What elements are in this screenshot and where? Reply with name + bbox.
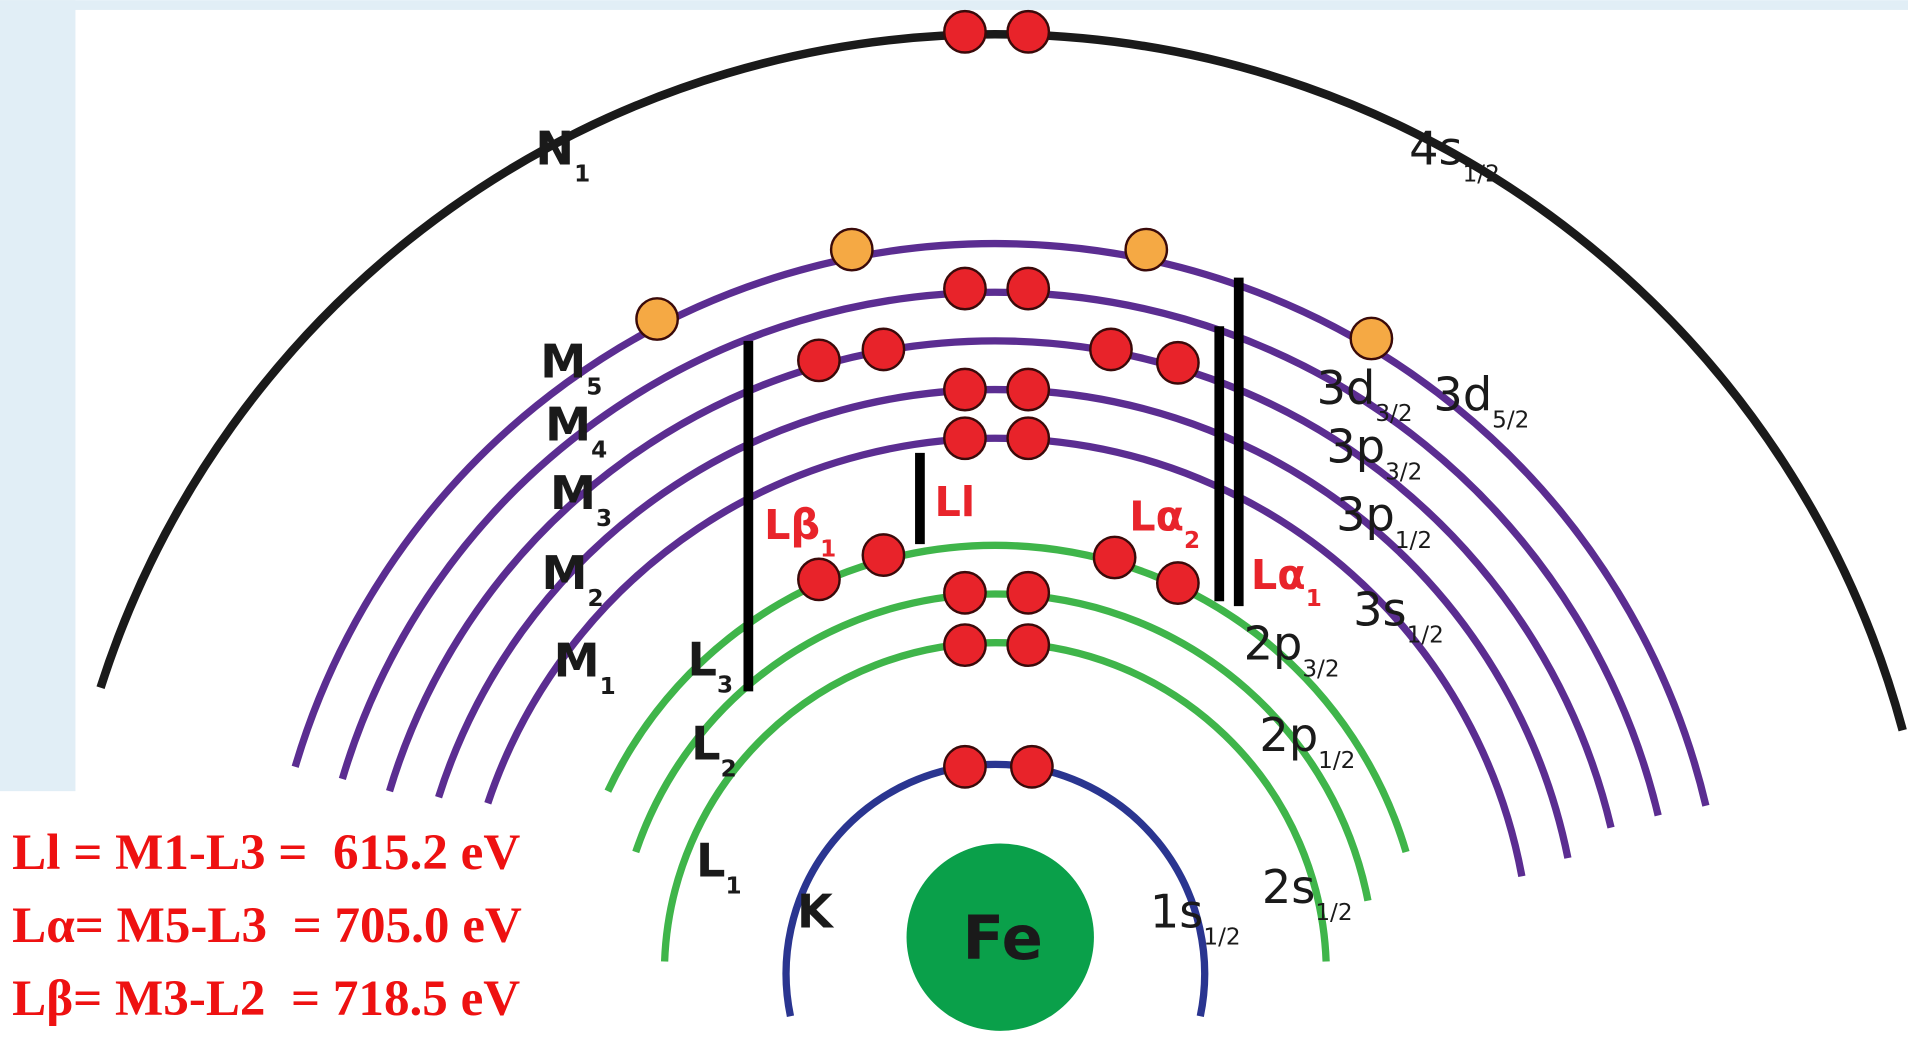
electron [944, 268, 985, 309]
equation: Ll = M1-L3 = 615.2 eV [12, 824, 520, 881]
shell-label-main: M [545, 398, 591, 452]
shell-label-sub: 3 [596, 506, 612, 532]
shell-label-sub: 1 [725, 873, 741, 899]
orbital-label-main: 4s [1409, 121, 1463, 175]
transition-label-sub: 1 [820, 536, 836, 562]
background-panel [0, 0, 75, 791]
electron [944, 624, 985, 665]
electron [863, 329, 904, 370]
electron-vacancy [831, 229, 872, 270]
shell-label-sub: 2 [721, 757, 737, 783]
electron [1008, 11, 1049, 52]
shell-label-main: M [540, 334, 586, 388]
orbital-label-sub: 5/2 [1492, 407, 1529, 433]
orbital-label-sub: 1/2 [1407, 623, 1444, 649]
transition-label-sub: 1 [1306, 586, 1322, 612]
electron-vacancy [1351, 318, 1392, 359]
transition-label: Lα1 [1251, 551, 1322, 612]
electron [1011, 746, 1052, 787]
electron [1008, 418, 1049, 459]
diagram: Fe N1M5M4M3M2M1L3L2L1K4s1/23d5/23d3/23p3… [0, 0, 1908, 1042]
orbital-label-main: 2p [1244, 617, 1303, 671]
orbital-label: 3d5/2 [1433, 367, 1529, 433]
shell-label: L2 [691, 717, 737, 783]
nucleus-label: Fe [963, 904, 1043, 974]
orbital-label: 4s1/2 [1409, 121, 1500, 187]
transition-label-sub: 2 [1184, 528, 1200, 554]
orbital-label: 2s1/2 [1262, 860, 1353, 926]
electron [798, 340, 839, 381]
shell-label: M2 [541, 546, 603, 612]
shell-label-main: L [688, 633, 717, 687]
electron-vacancy [1126, 229, 1167, 270]
transition-label-main: Lβ [764, 501, 820, 549]
orbital-label: 2p3/2 [1244, 617, 1340, 683]
orbital-label-main: 3s [1353, 583, 1407, 637]
transition-label-main: Lα [1129, 493, 1184, 541]
electron [1094, 537, 1135, 578]
shell-label-main: M [554, 634, 600, 688]
orbital-label-sub: 1/2 [1395, 528, 1432, 554]
electron [1157, 342, 1198, 383]
orbital-label-sub: 1/2 [1463, 162, 1500, 188]
orbital-label: 1s1/2 [1150, 884, 1241, 950]
shell-label-main: K [797, 884, 835, 938]
transition-label-main: Ll [935, 478, 976, 526]
shell-label-sub: 5 [586, 374, 602, 400]
electron [1008, 624, 1049, 665]
shell-label-main: M [550, 466, 596, 520]
shell-label-main: M [541, 546, 587, 600]
orbital-label-main: 3p [1336, 488, 1395, 542]
orbital-label-main: 1s [1150, 884, 1203, 938]
page: {"nucleus": "Fe", "shell_labels": [ {"le… [0, 0, 1908, 1042]
orbital-label-sub: 1/2 [1318, 748, 1355, 774]
transition-label: Ll [935, 478, 976, 526]
shell-label: M1 [554, 634, 616, 700]
electron [1008, 369, 1049, 410]
equation: Lα= M5-L3 = 705.0 eV [12, 897, 522, 954]
electron [798, 559, 839, 600]
electron [1090, 329, 1131, 370]
shell-label-main: L [691, 717, 720, 771]
shell-label-sub: 3 [717, 673, 733, 699]
shell-label-sub: 2 [587, 586, 603, 612]
electron [944, 746, 985, 787]
transition-label: Lα2 [1129, 493, 1200, 554]
orbital-label-main: 2s [1262, 860, 1315, 914]
electron [944, 369, 985, 410]
electron [1157, 562, 1198, 603]
electron [944, 11, 985, 52]
orbital-label-main: 3d [1433, 367, 1492, 421]
shell-label-main: N [535, 121, 574, 175]
orbital-label-main: 3p [1326, 420, 1385, 474]
electron [1008, 268, 1049, 309]
electron [863, 534, 904, 575]
shell-label-sub: 4 [591, 438, 607, 464]
orbital-label-sub: 3/2 [1302, 657, 1339, 683]
orbital-label-main: 3d [1317, 361, 1376, 415]
shell-label-main: L [696, 833, 725, 887]
shell-label-sub: 1 [574, 162, 590, 188]
shell-label: K [797, 884, 835, 938]
shell-label-sub: 1 [600, 674, 616, 700]
shell-arc [295, 244, 1706, 806]
electron [1008, 572, 1049, 613]
orbital-label: 3d3/2 [1317, 361, 1413, 427]
transition-label-main: Lα [1251, 551, 1306, 599]
electron [944, 418, 985, 459]
orbital-label-main: 2p [1259, 708, 1318, 762]
electron-vacancy [636, 298, 677, 339]
background-strip [0, 0, 1908, 10]
electron [944, 572, 985, 613]
equation: Lβ= M3-L2 = 718.5 eV [12, 970, 520, 1027]
orbital-label-sub: 1/2 [1315, 900, 1352, 926]
orbital-label: 3s1/2 [1353, 583, 1444, 649]
orbital-label-sub: 3/2 [1385, 460, 1422, 486]
shell-arc [101, 34, 1903, 730]
transition-label: Lβ1 [764, 501, 836, 562]
orbital-label-sub: 1/2 [1203, 924, 1240, 950]
shell-label: L1 [696, 833, 742, 899]
